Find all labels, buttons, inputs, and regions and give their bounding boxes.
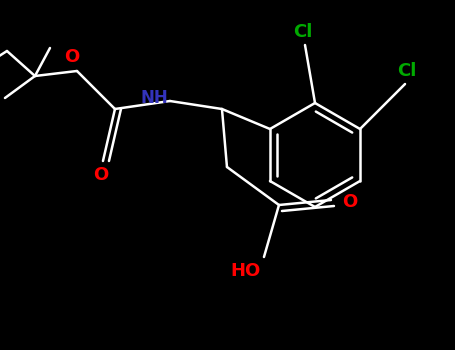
Text: O: O bbox=[64, 48, 80, 66]
Text: Cl: Cl bbox=[397, 62, 417, 80]
Text: O: O bbox=[93, 166, 109, 184]
Text: NH: NH bbox=[140, 89, 168, 107]
Text: HO: HO bbox=[231, 262, 261, 280]
Text: Cl: Cl bbox=[293, 23, 313, 41]
Text: O: O bbox=[342, 193, 357, 211]
